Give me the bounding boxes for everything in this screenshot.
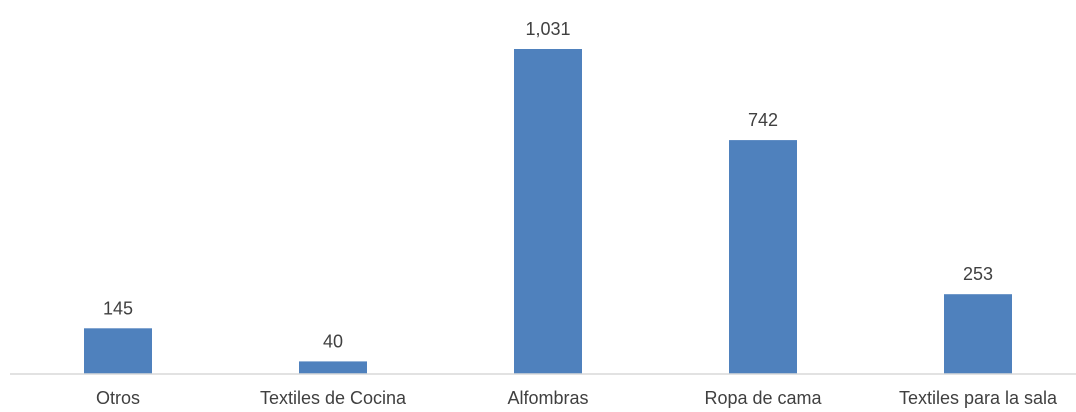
value-label-1: 40 xyxy=(323,331,343,351)
bar-3 xyxy=(729,140,797,374)
bar-1 xyxy=(299,361,367,374)
value-label-4: 253 xyxy=(963,264,993,284)
value-label-0: 145 xyxy=(103,298,133,318)
category-label-1: Textiles de Cocina xyxy=(260,388,407,408)
value-labels-layer: 145 40 1,031 742 253 xyxy=(103,19,993,351)
bar-0 xyxy=(84,328,152,374)
category-label-0: Otros xyxy=(96,388,140,408)
category-label-2: Alfombras xyxy=(507,388,588,408)
value-label-3: 742 xyxy=(748,110,778,130)
bar-4 xyxy=(944,294,1012,374)
category-label-4: Textiles para la sala xyxy=(899,388,1058,408)
category-labels-layer: Otros Textiles de Cocina Alfombras Ropa de … xyxy=(96,388,1058,408)
category-label-3: Ropa de cama xyxy=(704,388,822,408)
bars-layer xyxy=(84,49,1012,374)
value-label-2: 1,031 xyxy=(525,19,570,39)
bar-2 xyxy=(514,49,582,374)
